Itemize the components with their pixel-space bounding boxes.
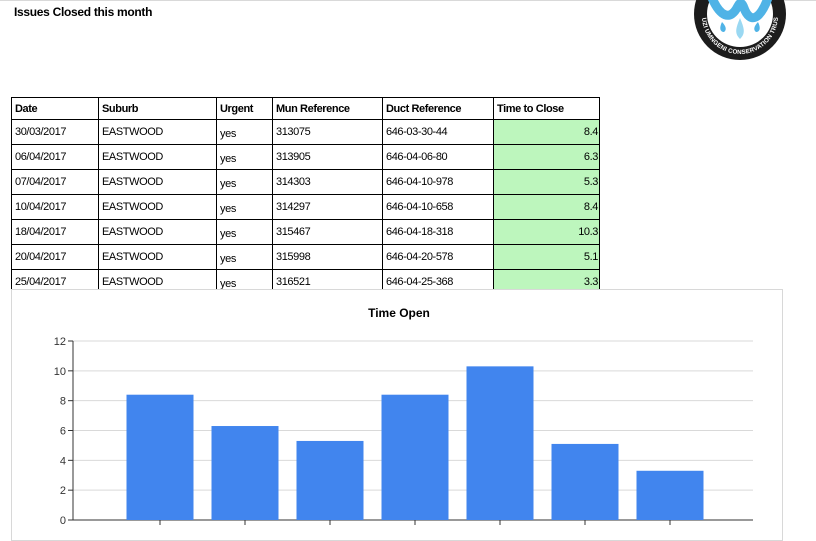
cell-suburb: EASTWOOD xyxy=(98,244,217,270)
issues-table: Date Suburb Urgent Mun Reference Duct Refere… xyxy=(11,97,600,295)
column-header-time-to-close: Time to Close xyxy=(493,97,600,120)
table-row: 07/04/2017 EASTWOOD yes 314303 646-04-10-978… xyxy=(11,169,600,195)
table-row: 18/04/2017 EASTWOOD yes 315467 646-04-18-318… xyxy=(11,219,600,245)
cell-duct-reference: 646-04-20-578 xyxy=(382,244,494,270)
column-header-duct-reference: Duct Reference xyxy=(382,97,494,120)
time-open-chart-svg: Time Open 0 2 4 6 8 10 12 xyxy=(54,306,753,527)
cell-suburb: EASTWOOD xyxy=(98,119,217,145)
table-body: 30/03/2017 EASTWOOD yes 313075 646-03-30-44 8… xyxy=(11,119,600,295)
cell-duct-reference: 646-03-30-44 xyxy=(382,119,494,145)
bar-30-03-2017 xyxy=(126,394,194,520)
cell-date: 10/04/2017 xyxy=(11,194,99,220)
table-row: 20/04/2017 EASTWOOD yes 315998 646-04-20-578… xyxy=(11,244,600,270)
cell-time-to-close: 8.4 xyxy=(493,119,600,145)
conservation-trust-logo: DUZI UMNGENI CONSERVATION TRUST xyxy=(692,0,788,60)
cell-mun-reference: 314297 xyxy=(272,194,383,220)
cell-mun-reference: 314303 xyxy=(272,169,383,195)
cell-urgent: yes xyxy=(216,144,273,170)
cell-date: 06/04/2017 xyxy=(11,144,99,170)
time-open-chart: Time Open 0 2 4 6 8 10 12 xyxy=(11,289,783,541)
top-border xyxy=(0,0,816,1)
column-header-suburb: Suburb xyxy=(98,97,217,120)
column-header-date: Date xyxy=(11,97,99,120)
cell-time-to-close: 8.4 xyxy=(493,194,600,220)
cell-suburb: EASTWOOD xyxy=(98,169,217,195)
cell-suburb: EASTWOOD xyxy=(98,219,217,245)
cell-date: 18/04/2017 xyxy=(11,219,99,245)
y-tick-label: 0 xyxy=(60,515,66,527)
cell-urgent: yes xyxy=(216,169,273,195)
cell-mun-reference: 315998 xyxy=(272,244,383,270)
y-tick-label: 12 xyxy=(54,336,66,348)
cell-urgent: yes xyxy=(216,119,273,145)
table-row: 10/04/2017 EASTWOOD yes 314297 646-04-10-658… xyxy=(11,194,600,220)
cell-time-to-close: 6.3 xyxy=(493,144,600,170)
cell-duct-reference: 646-04-18-318 xyxy=(382,219,494,245)
cell-mun-reference: 313905 xyxy=(272,144,383,170)
column-header-mun-reference: Mun Reference xyxy=(272,97,383,120)
report-title: Issues Closed this month xyxy=(14,5,153,19)
table-row: 06/04/2017 EASTWOOD yes 313905 646-04-06-80 6… xyxy=(11,144,600,170)
cell-time-to-close: 5.3 xyxy=(493,169,600,195)
cell-urgent: yes xyxy=(216,219,273,245)
y-tick-label: 4 xyxy=(60,455,66,467)
bar-10-04-2017 xyxy=(381,394,449,520)
cell-date: 07/04/2017 xyxy=(11,169,99,195)
y-tick-label: 8 xyxy=(60,396,66,408)
bar-07-04-2017 xyxy=(296,440,364,520)
chart-title: Time Open xyxy=(368,306,430,320)
y-tick-label: 10 xyxy=(54,366,66,378)
cell-suburb: EASTWOOD xyxy=(98,144,217,170)
bar-20-04-2017 xyxy=(551,443,619,520)
y-tick-label: 2 xyxy=(60,485,66,497)
bar-18-04-2017 xyxy=(466,366,534,520)
cell-duct-reference: 646-04-06-80 xyxy=(382,144,494,170)
cell-urgent: yes xyxy=(216,194,273,220)
bar-25-04-2017 xyxy=(636,470,704,520)
cell-duct-reference: 646-04-10-658 xyxy=(382,194,494,220)
bar-06-04-2017 xyxy=(211,426,279,520)
table-header-row: Date Suburb Urgent Mun Reference Duct Refere… xyxy=(11,97,600,120)
cell-urgent: yes xyxy=(216,244,273,270)
cell-suburb: EASTWOOD xyxy=(98,194,217,220)
cell-date: 20/04/2017 xyxy=(11,244,99,270)
cell-time-to-close: 5.1 xyxy=(493,244,600,270)
cell-mun-reference: 313075 xyxy=(272,119,383,145)
cell-time-to-close: 10.3 xyxy=(493,219,600,245)
table-row: 30/03/2017 EASTWOOD yes 313075 646-03-30-44 8… xyxy=(11,119,600,145)
y-tick-label: 6 xyxy=(60,426,66,438)
cell-mun-reference: 315467 xyxy=(272,219,383,245)
cell-date: 30/03/2017 xyxy=(11,119,99,145)
cell-duct-reference: 646-04-10-978 xyxy=(382,169,494,195)
column-header-urgent: Urgent xyxy=(216,97,273,120)
